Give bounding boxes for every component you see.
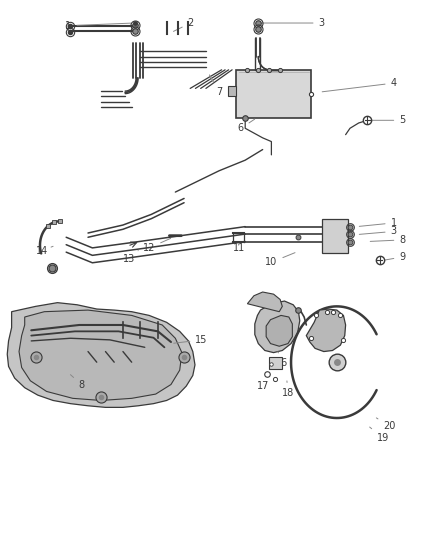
FancyBboxPatch shape	[269, 357, 283, 368]
Text: 10: 10	[265, 253, 295, 267]
Text: 17: 17	[257, 375, 269, 391]
Polygon shape	[7, 303, 195, 407]
Text: 4: 4	[322, 78, 397, 92]
Text: 11: 11	[233, 243, 245, 253]
Text: 9: 9	[381, 252, 406, 262]
Polygon shape	[266, 316, 292, 346]
FancyBboxPatch shape	[237, 70, 311, 118]
Text: 20: 20	[376, 418, 396, 431]
Text: 3: 3	[359, 227, 397, 237]
Text: 12: 12	[143, 238, 171, 253]
Text: 6: 6	[238, 119, 254, 133]
Polygon shape	[19, 310, 182, 400]
Polygon shape	[228, 86, 237, 96]
Text: 19: 19	[370, 427, 389, 443]
Text: 16: 16	[276, 352, 289, 368]
Text: 5: 5	[372, 115, 406, 125]
Polygon shape	[247, 292, 283, 312]
Text: 3: 3	[261, 18, 325, 28]
Text: 2: 2	[173, 18, 194, 31]
Text: 14: 14	[36, 246, 53, 255]
Text: 8: 8	[71, 375, 85, 390]
Polygon shape	[255, 301, 300, 353]
Text: 1: 1	[359, 218, 397, 228]
FancyBboxPatch shape	[321, 219, 348, 253]
Text: 18: 18	[282, 381, 294, 398]
Text: 1: 1	[65, 21, 131, 31]
Text: 8: 8	[370, 235, 406, 245]
Text: 7: 7	[209, 75, 222, 97]
Polygon shape	[306, 309, 346, 352]
Text: 15: 15	[174, 335, 208, 345]
Text: 13: 13	[124, 251, 138, 263]
